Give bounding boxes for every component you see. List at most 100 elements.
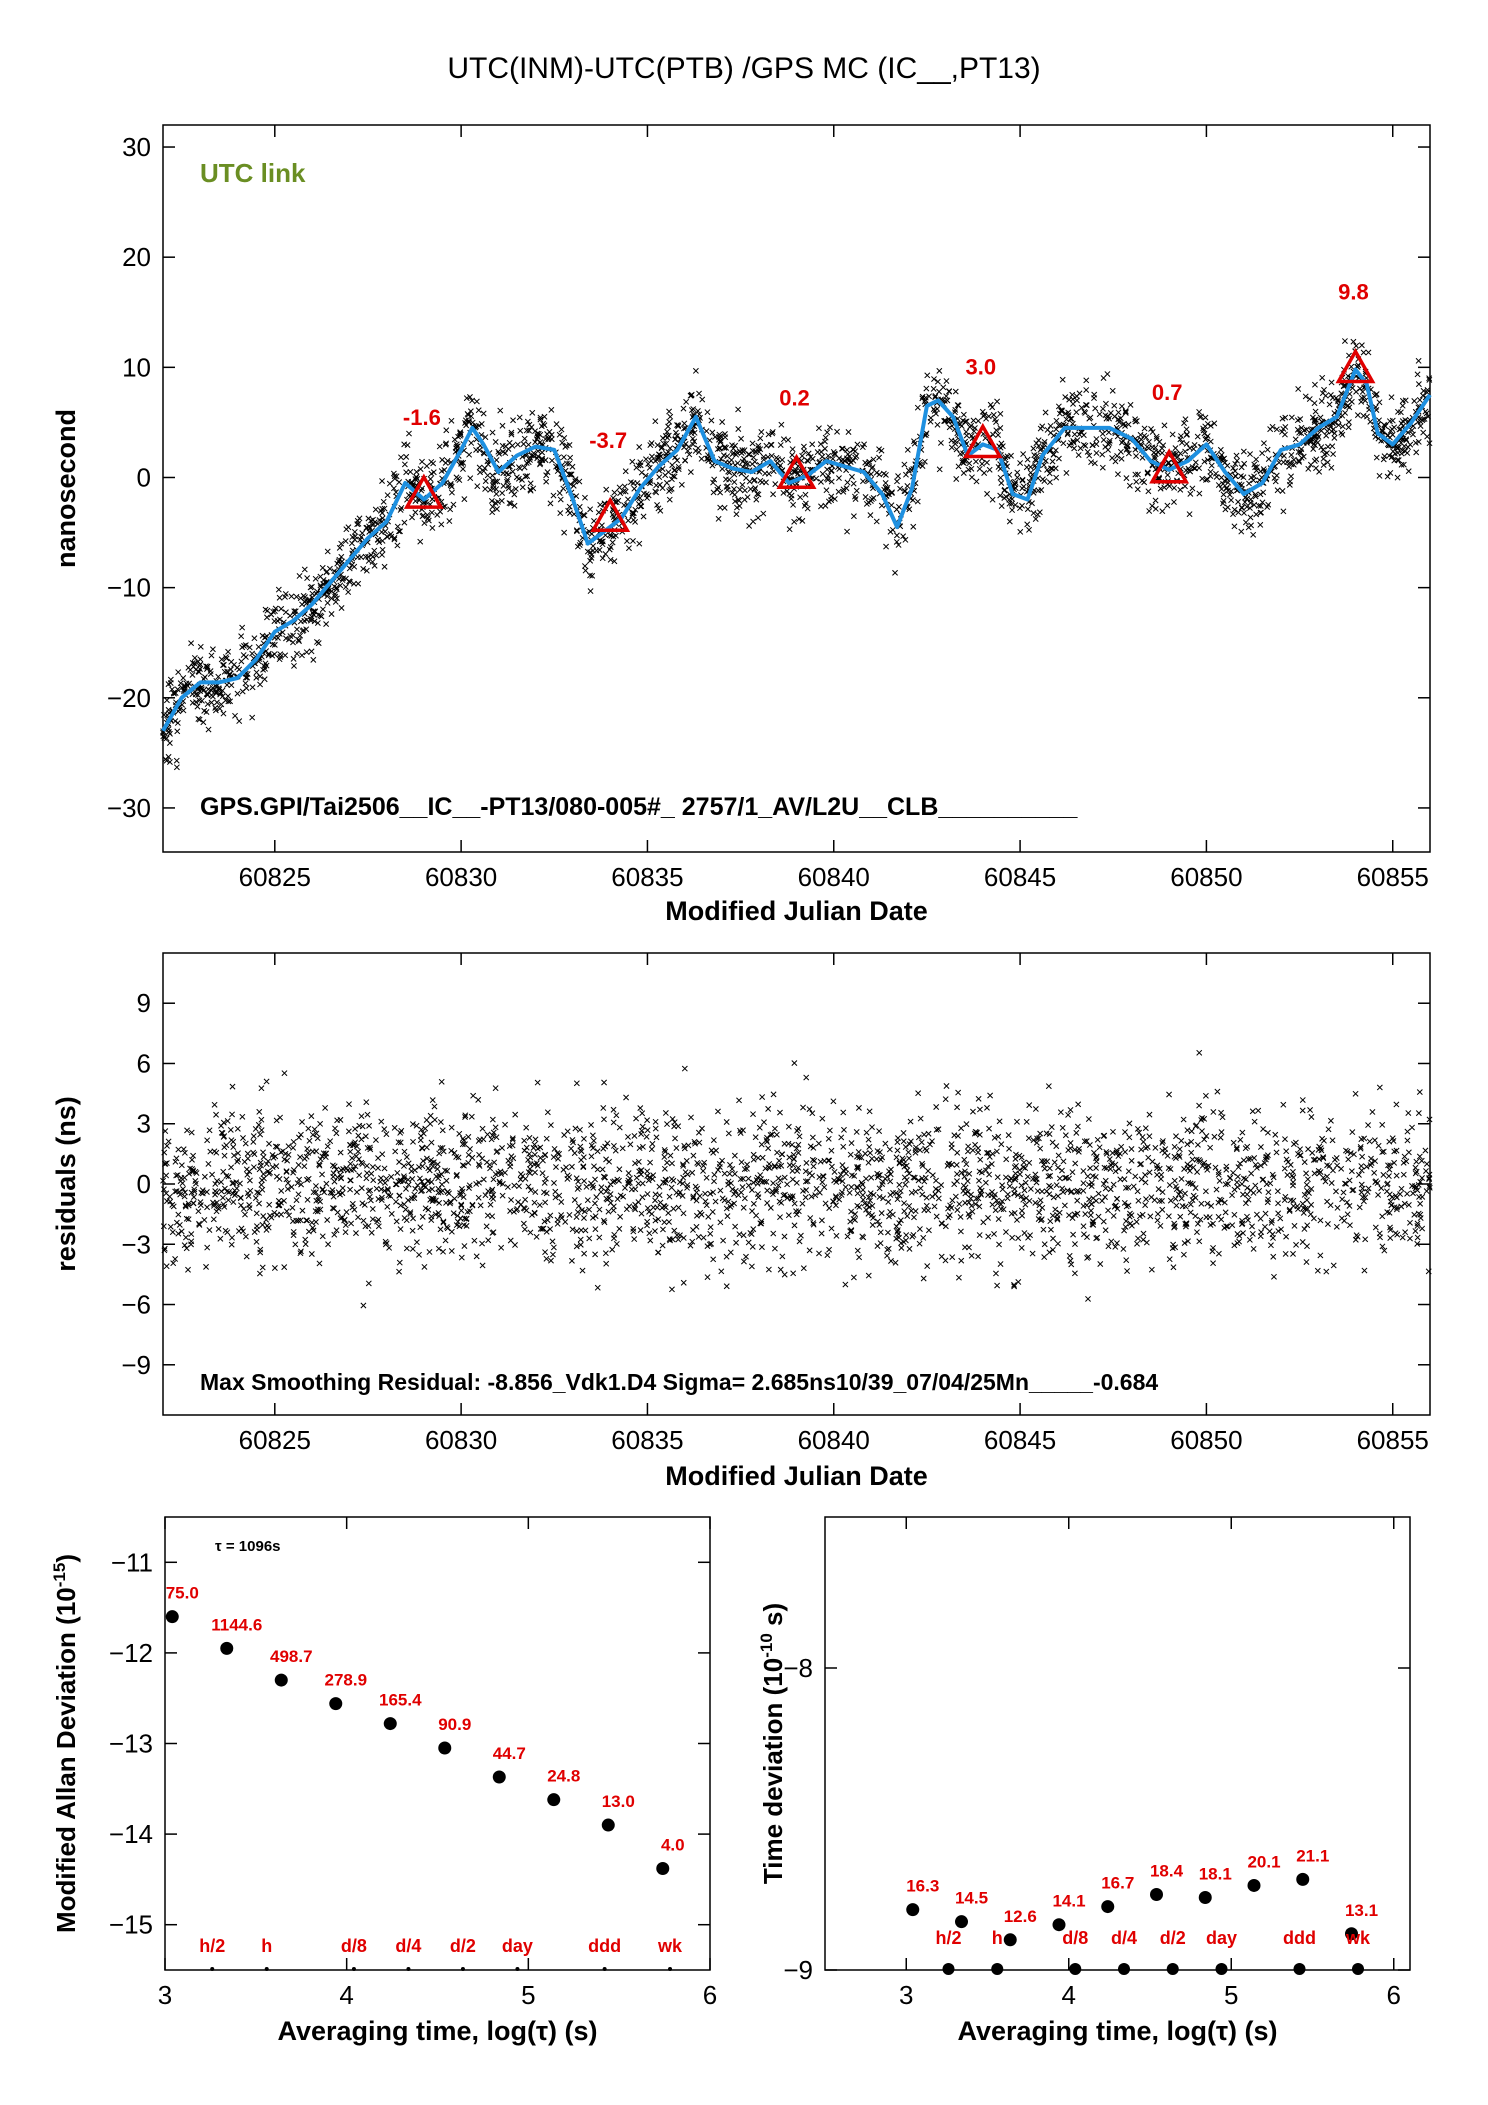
residual-point xyxy=(994,1282,1001,1289)
residual-point xyxy=(1122,1184,1129,1191)
data-point xyxy=(1273,426,1280,433)
data-point xyxy=(1201,430,1208,437)
residual-point xyxy=(550,1244,557,1251)
data-point xyxy=(1133,418,1140,424)
residual-point xyxy=(1027,1186,1034,1192)
residual-point xyxy=(1125,1168,1132,1175)
residual-point xyxy=(405,1197,412,1204)
residual-point xyxy=(396,1268,403,1275)
data-point xyxy=(1166,483,1173,490)
data-point xyxy=(897,485,904,492)
data-point xyxy=(218,656,225,663)
residual-point xyxy=(1114,1205,1121,1212)
residual-point xyxy=(598,1184,605,1191)
data-point xyxy=(664,428,671,435)
data-point xyxy=(893,532,900,539)
residual-point xyxy=(281,1197,287,1204)
data-point xyxy=(1426,376,1433,383)
residual-point xyxy=(372,1137,379,1144)
data-point xyxy=(1260,489,1267,496)
data-point xyxy=(1104,371,1111,377)
residual-point xyxy=(1180,1116,1187,1123)
residual-point xyxy=(1401,1200,1408,1207)
data-point xyxy=(1340,382,1347,389)
data-point xyxy=(1114,471,1121,478)
data-point xyxy=(1070,439,1077,446)
residual-point xyxy=(604,1185,611,1192)
data-point xyxy=(1035,437,1042,444)
residual-point xyxy=(428,1159,435,1166)
y-tick-label: 30 xyxy=(122,132,151,162)
residual-point xyxy=(591,1200,598,1207)
residual-point xyxy=(598,1188,604,1195)
residual-point xyxy=(1273,1139,1280,1146)
data-point xyxy=(1159,508,1166,515)
residual-point xyxy=(1202,1188,1209,1195)
residual-point xyxy=(370,1177,377,1184)
residual-point xyxy=(976,1131,983,1138)
residual-point xyxy=(1032,1171,1039,1178)
residual-point xyxy=(1194,1220,1201,1227)
residual-point xyxy=(1093,1153,1100,1160)
data-point xyxy=(548,406,555,413)
residual-point xyxy=(1346,1177,1353,1184)
data-point xyxy=(645,460,652,467)
data-point xyxy=(997,474,1004,481)
data-point xyxy=(1141,425,1148,432)
residual-point xyxy=(1126,1134,1133,1141)
data-point xyxy=(570,482,577,489)
data-point xyxy=(274,617,281,624)
data-point xyxy=(1012,479,1019,486)
residual-point xyxy=(635,1158,642,1165)
residual-point xyxy=(299,1207,306,1214)
residual-point xyxy=(1184,1127,1191,1134)
residual-point xyxy=(1244,1184,1251,1191)
residual-point xyxy=(1014,1192,1021,1199)
data-point xyxy=(238,658,245,665)
residual-point xyxy=(632,1206,639,1213)
residual-point xyxy=(250,1133,257,1140)
residual-point xyxy=(1118,1143,1125,1150)
data-point xyxy=(227,698,234,705)
data-point xyxy=(884,484,891,491)
data-point xyxy=(457,430,464,437)
residual-point xyxy=(661,1153,668,1160)
residual-point xyxy=(869,1124,875,1131)
data-point xyxy=(955,463,962,470)
data-point xyxy=(1055,455,1062,462)
data-point xyxy=(513,474,520,481)
data-point xyxy=(303,649,310,656)
data-point xyxy=(1389,426,1396,432)
residual-point xyxy=(1126,1210,1133,1217)
data-point xyxy=(1125,421,1132,428)
residual-point xyxy=(964,1148,971,1155)
residual-point xyxy=(440,1148,447,1155)
residual-point xyxy=(573,1243,580,1250)
residual-point xyxy=(381,1126,388,1133)
data-point xyxy=(299,628,306,634)
residual-point xyxy=(369,1216,376,1223)
residual-point xyxy=(1233,1146,1240,1153)
residual-point xyxy=(218,1188,225,1195)
data-point xyxy=(1204,433,1211,439)
residual-point xyxy=(652,1125,659,1132)
data-point xyxy=(1184,431,1190,438)
data-point xyxy=(343,575,349,582)
residual-point xyxy=(529,1211,535,1218)
residual-point xyxy=(475,1194,482,1201)
data-point xyxy=(1298,454,1305,461)
residual-point xyxy=(789,1167,796,1174)
residual-point xyxy=(750,1179,757,1186)
data-point xyxy=(401,441,408,448)
data-point xyxy=(883,543,890,550)
residual-point xyxy=(964,1178,971,1185)
marker-label: 3.0 xyxy=(966,354,997,379)
data-point xyxy=(1148,426,1155,432)
data-point xyxy=(189,671,196,678)
residual-point xyxy=(1283,1233,1290,1240)
residual-point xyxy=(1334,1204,1341,1211)
residual-point xyxy=(1362,1236,1369,1243)
data-point xyxy=(1215,482,1222,488)
data-point xyxy=(1267,426,1274,433)
data-point xyxy=(558,426,565,433)
